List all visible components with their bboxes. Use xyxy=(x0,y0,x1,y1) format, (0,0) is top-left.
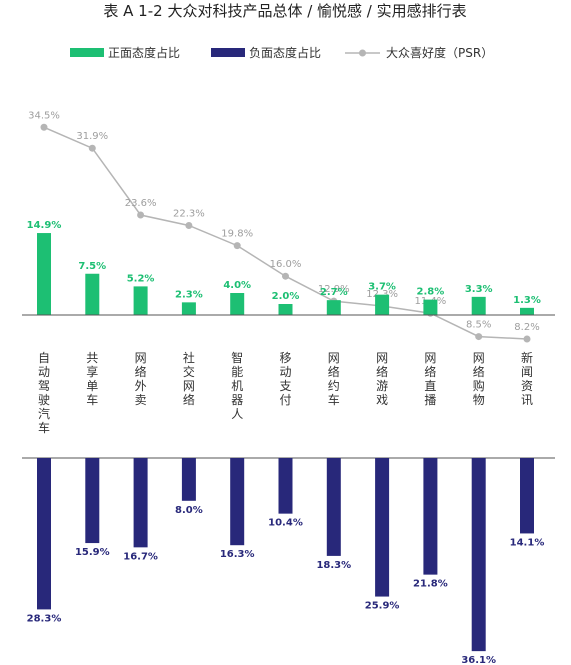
positive-bar xyxy=(423,299,438,315)
negative-value-label: 36.1% xyxy=(461,655,496,665)
legend-swatch-positive xyxy=(70,48,104,57)
negative-bar xyxy=(181,458,196,501)
category-label: 网络直播 xyxy=(424,351,436,407)
negative-value-label: 28.3% xyxy=(27,613,62,624)
negative-bar xyxy=(278,458,293,514)
negative-bar xyxy=(471,458,486,652)
psr-value-label: 19.8% xyxy=(221,229,253,240)
positive-value-label: 4.0% xyxy=(223,280,251,291)
positive-bar xyxy=(278,304,293,315)
legend-label-negative: 负面态度占比 xyxy=(249,45,321,60)
psr-point xyxy=(40,123,48,131)
psr-value-label: 12.3% xyxy=(366,289,398,300)
chart-title: 表 A 1-2 大众对科技产品总体 / 愉悦感 / 实用感排行表 xyxy=(103,2,466,20)
psr-point xyxy=(475,333,483,341)
negative-bar xyxy=(520,458,534,534)
positive-bar xyxy=(326,300,341,315)
positive-bar xyxy=(85,273,100,315)
category-label: 社交网络 xyxy=(183,350,195,407)
psr-value-label: 12.9% xyxy=(318,284,350,295)
positive-bar xyxy=(520,307,534,315)
negative-bar xyxy=(423,458,438,575)
psr-point xyxy=(523,335,531,343)
category-label: 网络购物 xyxy=(473,351,485,407)
category-label: 共享单车 xyxy=(86,351,98,407)
psr-value-label: 8.5% xyxy=(466,320,491,331)
positive-value-label: 14.9% xyxy=(27,220,62,231)
psr-line-layer: 34.5% 31.9% 23.6% 22.3% 19.8% 16.0% 12.9% 12.3%… xyxy=(28,110,540,343)
category-label: 网络约车 xyxy=(328,351,340,407)
category-label: 新闻资讯 xyxy=(521,350,533,407)
psr-point xyxy=(233,242,241,250)
positive-value-label: 2.3% xyxy=(175,289,203,300)
legend-marker-psr xyxy=(359,49,366,57)
psr-value-label: 16.0% xyxy=(270,259,302,270)
positive-value-label: 2.0% xyxy=(272,291,300,302)
psr-value-label: 23.6% xyxy=(125,198,157,209)
legend-swatch-negative xyxy=(211,48,245,57)
psr-value-label: 31.9% xyxy=(76,131,108,142)
negative-value-label: 21.8% xyxy=(413,579,448,590)
legend-label-positive: 正面态度占比 xyxy=(108,45,180,60)
negative-value-label: 15.9% xyxy=(75,547,110,558)
negative-value-label: 14.1% xyxy=(510,537,545,548)
category-label: 智能机器人 xyxy=(231,350,243,421)
positive-bar xyxy=(181,302,196,315)
negative-value-label: 16.7% xyxy=(123,551,158,562)
legend-label-psr: 大众喜好度（PSR） xyxy=(386,45,493,60)
positive-value-label: 2.8% xyxy=(417,287,445,298)
psr-point xyxy=(137,211,145,219)
negative-bar xyxy=(37,458,51,610)
positive-bars-layer: 14.9% 7.5% 5.2% 2.3% 4.0% 2.0% 2.7% 3.7% 2.8% 3.3… xyxy=(27,220,541,315)
psr-value-label: 34.5% xyxy=(28,110,60,121)
category-label: 网络游戏 xyxy=(376,351,388,407)
negative-bar xyxy=(133,458,148,548)
positive-bar xyxy=(37,233,51,315)
positive-bar xyxy=(471,296,486,315)
legend: 正面态度占比 负面态度占比 大众喜好度（PSR） xyxy=(70,45,493,60)
psr-point xyxy=(282,272,289,280)
negative-value-label: 18.3% xyxy=(316,560,351,571)
negative-value-label: 8.0% xyxy=(175,505,203,516)
negative-bar xyxy=(230,458,245,546)
negative-bar xyxy=(326,458,341,556)
negative-bar xyxy=(375,458,390,597)
category-label: 移动支付 xyxy=(279,351,291,407)
psr-point xyxy=(185,221,193,229)
negative-value-label: 16.3% xyxy=(220,549,255,560)
category-label: 网络外卖 xyxy=(135,351,147,407)
psr-point xyxy=(88,144,96,152)
positive-value-label: 3.7% xyxy=(368,282,396,293)
psr-value-label: 8.2% xyxy=(514,322,539,333)
positive-value-label: 1.3% xyxy=(513,295,541,306)
positive-bar xyxy=(375,294,390,315)
negative-bar xyxy=(85,458,100,544)
category-label: 自动驾驶汽车 xyxy=(38,351,50,435)
category-labels-layer: 自动驾驶汽车 共享单车 网络外卖 社交网络 智能机器人 移动支付 网络约车 网络游戏 网络直播 网… xyxy=(38,350,533,435)
psr-value-label: 22.3% xyxy=(173,208,205,219)
positive-bar xyxy=(133,286,148,315)
negative-value-label: 25.9% xyxy=(365,601,400,612)
positive-value-label: 7.5% xyxy=(78,261,106,272)
negative-bars-layer: 28.3% 15.9% 16.7% 8.0% 16.3% 10.4% 18.3% 25.9% 2… xyxy=(27,458,545,665)
positive-value-label: 3.3% xyxy=(465,284,493,295)
positive-value-label: 2.7% xyxy=(320,287,348,298)
negative-value-label: 10.4% xyxy=(268,518,303,529)
positive-bar xyxy=(230,293,245,315)
positive-value-label: 5.2% xyxy=(127,273,155,284)
